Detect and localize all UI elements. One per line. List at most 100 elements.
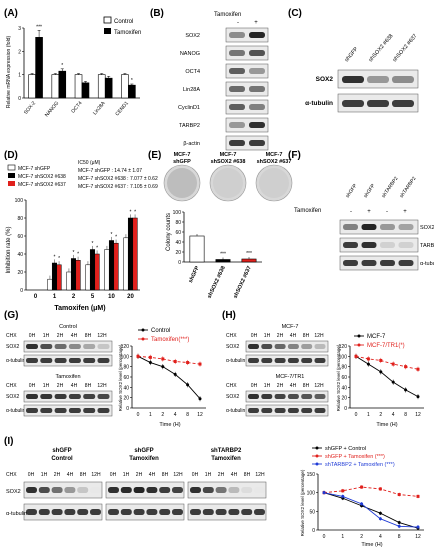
treatment-sign: - bbox=[386, 209, 388, 215]
panel-a-chart: 0 1 2 3 *** SOX-2 * NANOG OCT4 Lin28A * CEND1 bbox=[18, 24, 140, 118]
data-point bbox=[416, 367, 420, 371]
data-point bbox=[416, 525, 420, 529]
time-label: 4H bbox=[71, 383, 78, 389]
blot-row-label: OCT4 bbox=[185, 69, 200, 75]
data-point bbox=[360, 485, 364, 489]
blot-band bbox=[90, 487, 101, 493]
blot-band bbox=[398, 224, 414, 230]
time-label: 1H bbox=[41, 472, 48, 478]
blot-band bbox=[68, 408, 81, 413]
significance-stars: * bbox=[58, 256, 60, 262]
blot-band bbox=[301, 394, 313, 399]
data-point bbox=[366, 362, 370, 366]
bar bbox=[97, 74, 106, 99]
x-tick-label: OCT4 bbox=[70, 100, 83, 114]
blot-membrane bbox=[23, 340, 113, 353]
panel-e-chart: 0 20 40 60 80 100 shGFP *** shSOX2 #638 *** shSOX2… bbox=[173, 210, 262, 299]
bar bbox=[94, 253, 100, 291]
bar bbox=[121, 74, 129, 99]
blot-band bbox=[249, 32, 265, 38]
blot-band bbox=[261, 344, 273, 349]
blot-row-label: α-tubulin bbox=[6, 408, 26, 414]
blot-band bbox=[120, 487, 132, 493]
blot-band bbox=[248, 358, 259, 363]
blot-band bbox=[133, 509, 145, 515]
legend-label: shGFP + Control bbox=[325, 446, 366, 452]
data-point bbox=[186, 361, 190, 365]
time-label: 8H bbox=[303, 383, 310, 389]
x-tick-label: 8 bbox=[186, 412, 189, 418]
data-point bbox=[379, 358, 383, 362]
panel-g-chart: Control Tamoxifen(***) Relative SOX2 level… bbox=[118, 328, 206, 428]
time-label: 1H bbox=[43, 333, 50, 339]
bar bbox=[28, 74, 36, 99]
blot-band bbox=[361, 242, 377, 248]
blot-row-label: TARBP2 bbox=[420, 243, 434, 249]
panel-b: Tamoxifen - + SOX2 NANOG OCT4 Lin28A CyclinD… bbox=[178, 12, 269, 151]
blot-band bbox=[361, 224, 377, 230]
significance-stars: *** bbox=[220, 252, 226, 258]
significance-stars: * bbox=[73, 250, 75, 256]
blot-band bbox=[26, 509, 37, 515]
panel-f-tamoxifen-label: Tamoxifen bbox=[294, 208, 321, 214]
significance-stars: * bbox=[130, 209, 132, 215]
blot-membrane bbox=[339, 237, 419, 253]
blot-band bbox=[314, 358, 326, 363]
x-tick-label: 4 bbox=[392, 412, 395, 418]
legend-marker bbox=[357, 343, 361, 347]
blot-band bbox=[261, 358, 273, 363]
lane-label: shSOX2 #638 bbox=[368, 33, 395, 63]
legend-label: MCF-7/TR1(*) bbox=[367, 343, 405, 349]
data-point bbox=[404, 388, 408, 392]
panel-h-chart: MCF-7 MCF-7/TR1(*) Relative SOX2 level (pe… bbox=[336, 334, 424, 428]
blot-band bbox=[77, 487, 89, 493]
y-tick-label: 60 bbox=[17, 234, 23, 240]
blot-band bbox=[249, 68, 265, 74]
y-tick-label: 3 bbox=[18, 26, 21, 32]
y-tick-label: 60 bbox=[175, 230, 181, 236]
y-tick-label: 100 bbox=[339, 354, 348, 360]
data-point bbox=[148, 361, 152, 365]
blot-membrane bbox=[225, 99, 269, 115]
blot-band bbox=[51, 509, 63, 515]
blot-row-label: α-tubulin bbox=[6, 358, 26, 364]
blot-row-label: NANOG bbox=[180, 51, 200, 57]
blot-membrane bbox=[245, 390, 329, 403]
bar bbox=[85, 264, 91, 291]
panel-b-header: Tamoxifen bbox=[214, 12, 241, 18]
blot-membrane bbox=[225, 27, 269, 43]
y-tick-label: 80 bbox=[123, 365, 129, 371]
bar bbox=[70, 258, 77, 291]
x-tick-label: 2 bbox=[72, 294, 76, 300]
panel-f-letter: (F) bbox=[288, 150, 301, 161]
time-label: 8H bbox=[85, 333, 92, 339]
x-tick-label: 1 bbox=[367, 412, 370, 418]
blot-membrane bbox=[187, 503, 267, 521]
time-label: 8H bbox=[85, 383, 92, 389]
colony-area bbox=[213, 168, 243, 198]
blot-band bbox=[64, 487, 76, 493]
y-tick-label: 20 bbox=[175, 250, 181, 256]
bar bbox=[113, 242, 119, 291]
blot-band bbox=[202, 509, 214, 515]
panel-b-sign-minus: - bbox=[237, 20, 239, 26]
blot-band bbox=[215, 509, 227, 515]
significance-stars: *** bbox=[36, 24, 42, 30]
blot-band bbox=[343, 224, 358, 230]
bar bbox=[215, 259, 231, 263]
data-point bbox=[379, 370, 383, 374]
x-tick-label: 1 bbox=[149, 412, 152, 418]
legend-marker bbox=[141, 328, 145, 332]
blot-band bbox=[26, 487, 37, 493]
blot-row-label: TARBP2 bbox=[179, 123, 200, 129]
blot-band bbox=[97, 408, 110, 413]
blot-band bbox=[229, 32, 245, 38]
panel-e-letter: (E) bbox=[148, 150, 161, 161]
data-point bbox=[136, 354, 140, 358]
blot-band bbox=[249, 50, 265, 56]
lane-label: shTARBP2 bbox=[381, 176, 400, 200]
y-tick-label: 80 bbox=[175, 220, 181, 226]
